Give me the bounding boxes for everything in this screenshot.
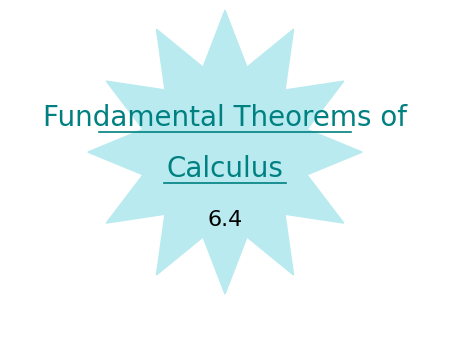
Text: Calculus: Calculus [166, 155, 284, 183]
Text: 6.4: 6.4 [207, 210, 243, 230]
Polygon shape [88, 10, 362, 294]
Text: Fundamental Theorems of: Fundamental Theorems of [43, 104, 407, 132]
